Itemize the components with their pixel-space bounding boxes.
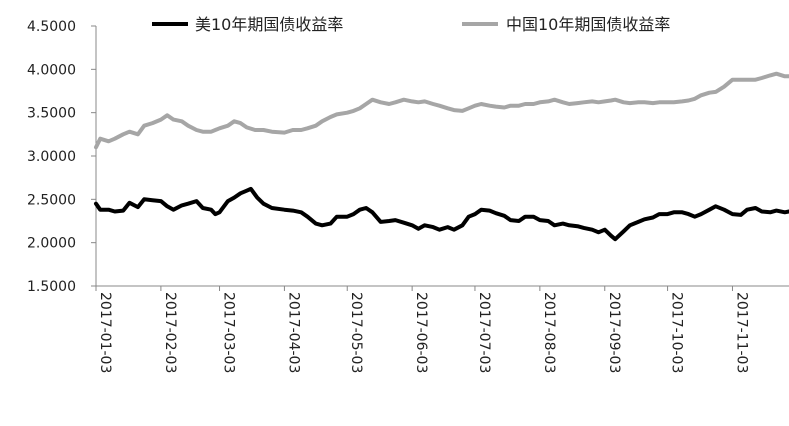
legend-item: 美10年期国债收益率 xyxy=(152,15,343,34)
x-tick-label: 2017-04-03 xyxy=(285,292,301,373)
x-tick-label: 2017-06-03 xyxy=(413,292,429,373)
series-1 xyxy=(94,71,789,150)
y-tick-label: 3.0000 xyxy=(27,149,76,165)
y-tick-label: 2.5000 xyxy=(27,192,76,208)
legend-item: 中国10年期国债收益率 xyxy=(462,15,670,34)
y-tick-label: 4.0000 xyxy=(27,62,76,78)
x-tick-label: 2017-09-03 xyxy=(606,292,622,373)
series-0 xyxy=(94,186,789,242)
legend-label: 中国10年期国债收益率 xyxy=(506,15,670,34)
legend: 美10年期国债收益率 中国10年期国债收益率 xyxy=(152,15,670,34)
y-axis: 1.5000 2.0000 2.5000 3.0000 3.5000 4.0000 4.50… xyxy=(27,19,97,295)
x-tick-label: 2017-01-03 xyxy=(97,292,113,373)
y-tick-label: 1.5000 xyxy=(27,279,76,295)
y-tick-label: 2.0000 xyxy=(27,236,76,252)
x-tick-label: 2017-10-03 xyxy=(669,292,685,373)
x-tick-label: 2017-11-03 xyxy=(733,292,749,373)
series-line xyxy=(94,186,789,242)
y-tick-label: 3.5000 xyxy=(27,106,76,122)
series-layer xyxy=(94,71,789,242)
x-tick-label: 2017-07-03 xyxy=(476,292,492,373)
x-axis: 2017-01-03 2017-02-03 2017-03-03 2017-04-03… xyxy=(95,285,789,373)
x-tick-label: 2017-02-03 xyxy=(162,292,178,373)
series-line xyxy=(94,71,789,150)
y-tick-label: 4.5000 xyxy=(27,19,76,35)
x-tick-label: 2017-08-03 xyxy=(541,292,557,373)
legend-label: 美10年期国债收益率 xyxy=(195,15,343,34)
x-tick-label: 2017-03-03 xyxy=(221,292,237,373)
x-tick-label: 2017-05-03 xyxy=(348,292,364,373)
